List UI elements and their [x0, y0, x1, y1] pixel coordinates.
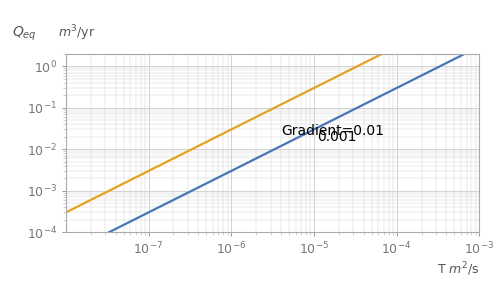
Text: Gradient=0.01: Gradient=0.01 [281, 124, 384, 138]
Text: $m^3$/yr: $m^3$/yr [58, 24, 95, 43]
Text: T $m^2$/s: T $m^2$/s [437, 261, 480, 278]
Text: $Q_{eq}$: $Q_{eq}$ [12, 25, 37, 43]
Text: 0.001: 0.001 [318, 130, 357, 144]
